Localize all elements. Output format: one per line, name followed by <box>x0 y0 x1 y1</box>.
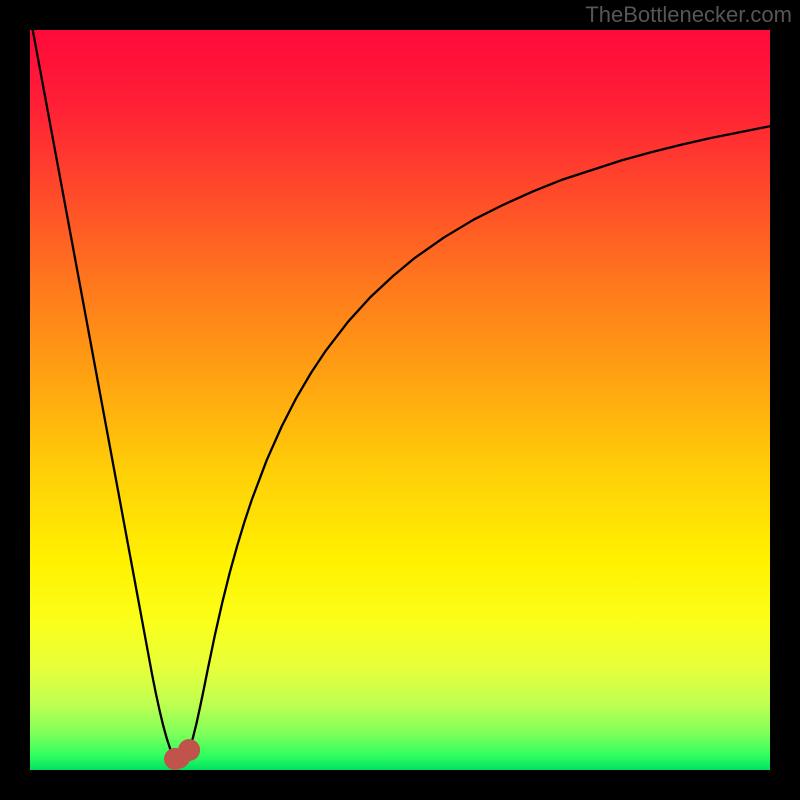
watermark-text: TheBottlenecker.com <box>585 2 792 28</box>
chart-container: { "watermark": { "text": "TheBottlenecke… <box>0 0 800 800</box>
bottleneck-chart <box>0 0 800 800</box>
marker-dot <box>178 739 200 761</box>
plot-background <box>30 30 770 770</box>
